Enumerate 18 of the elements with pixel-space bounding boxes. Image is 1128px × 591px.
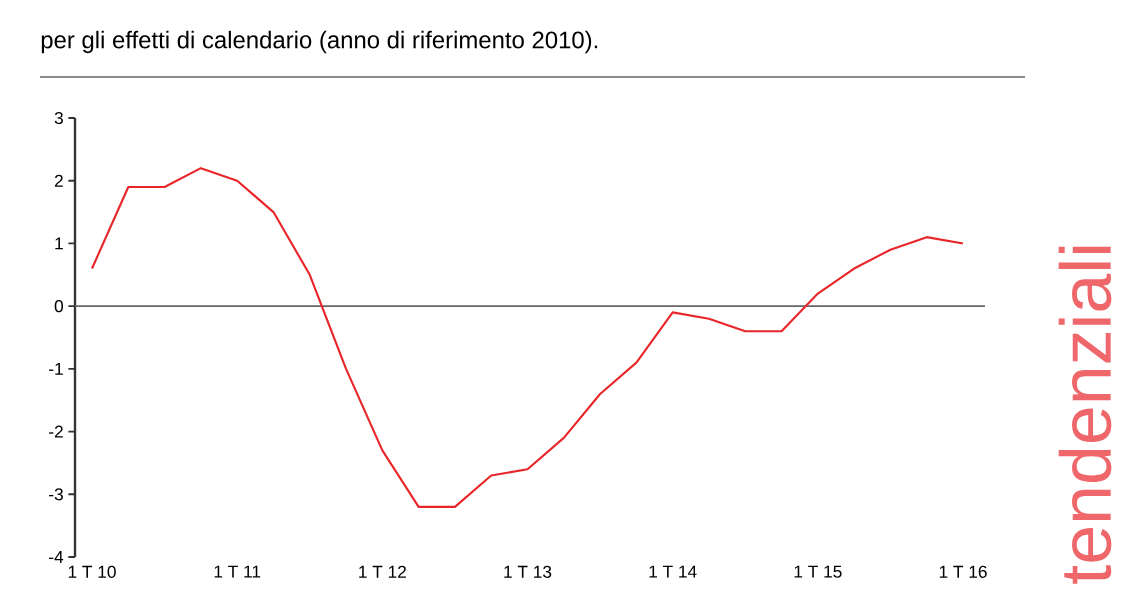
y-tick-label: -3 xyxy=(49,488,63,501)
y-tick-label: 2 xyxy=(54,174,63,187)
y-tick-label: -1 xyxy=(49,362,63,375)
x-tick-label: 1 T 15 xyxy=(794,565,842,578)
text: tendenziali xyxy=(1058,246,1112,584)
chart-title: per gli effetti di calendario (anno di riferimento 2010). xyxy=(41,30,598,54)
x-tick-label: 1 T 16 xyxy=(939,565,987,578)
x-tick-label: 1 T 14 xyxy=(649,565,697,578)
y-tick-label: -4 xyxy=(49,551,64,563)
x-tick-label: 1 T 12 xyxy=(359,565,406,578)
line-series xyxy=(90,167,965,508)
x-tick-label: 1 T 13 xyxy=(504,565,552,578)
y-tick-label: 3 xyxy=(54,111,63,125)
y-tick-label: 1 xyxy=(55,237,63,250)
x-tick-label: 1 T 10 xyxy=(68,565,116,578)
x-tick-label: 1 T 11 xyxy=(214,565,261,578)
y-tick-label: -2 xyxy=(49,425,63,438)
y-tick-label: 0 xyxy=(54,300,63,313)
